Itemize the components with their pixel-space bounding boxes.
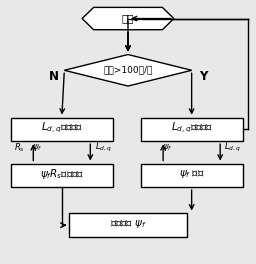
Text: $L_{d,q}$: $L_{d,q}$ [95,141,112,154]
Bar [11,163,113,187]
Text: $\psi_f$ 估计: $\psi_f$ 估计 [179,168,205,180]
Text: 开始: 开始 [122,13,134,23]
Text: $L_{d,q}$: $L_{d,q}$ [225,141,241,154]
Text: $\psi_f R_s$联合估计: $\psi_f R_s$联合估计 [40,167,84,181]
Text: $\psi_f$: $\psi_f$ [162,142,172,153]
Polygon shape [64,55,192,86]
Text: $R_s$: $R_s$ [14,142,24,154]
Text: $\psi_f$: $\psi_f$ [32,142,42,153]
Bar [141,163,243,187]
Text: 存储输出 $\psi_f$: 存储输出 $\psi_f$ [110,218,146,230]
Text: $L_{d,q}$联合估计: $L_{d,q}$联合估计 [171,121,213,135]
Text: N: N [49,70,59,83]
Bar [69,213,187,237]
Bar [11,117,113,141]
Text: 转速>100转/分: 转速>100转/分 [103,66,153,75]
Bar [141,117,243,141]
Text: Y: Y [199,70,207,83]
Text: $L_{d,q}$联合估计: $L_{d,q}$联合估计 [41,121,83,135]
Polygon shape [82,7,174,30]
